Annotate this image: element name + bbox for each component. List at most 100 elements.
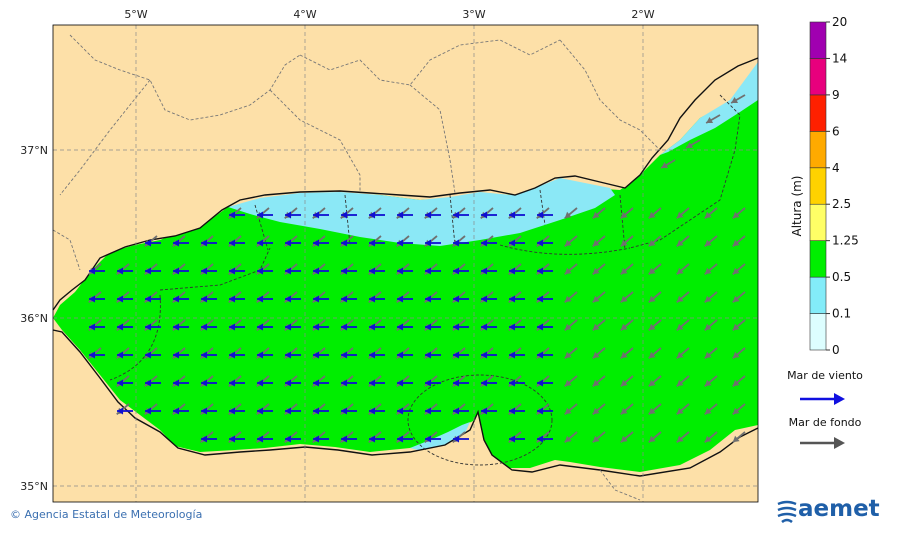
aemet-logo-text: aemet bbox=[798, 496, 880, 522]
colorbar-tick-label: 2.5 bbox=[832, 197, 851, 211]
wind-arrow bbox=[145, 407, 161, 415]
wind-arrow bbox=[285, 379, 301, 387]
wind-arrow bbox=[229, 267, 245, 275]
wind-arrow bbox=[537, 323, 553, 331]
swell-arrow bbox=[704, 319, 718, 331]
swell-arrow bbox=[592, 235, 606, 247]
wind-arrow bbox=[453, 267, 469, 275]
wind-arrow bbox=[509, 379, 525, 387]
wind-arrow bbox=[313, 351, 329, 359]
swell-arrow bbox=[732, 291, 746, 303]
colorbar-band bbox=[809, 94, 827, 132]
swell-arrow bbox=[704, 207, 718, 219]
swell-arrow bbox=[660, 159, 676, 169]
wind-arrow bbox=[509, 435, 525, 443]
wind-arrow bbox=[201, 407, 217, 415]
colorbar-band bbox=[809, 313, 827, 351]
wind-arrow bbox=[397, 351, 413, 359]
swell-arrow bbox=[732, 347, 746, 359]
wind-arrow bbox=[537, 379, 553, 387]
swell-arrow bbox=[648, 375, 662, 387]
aemet-logo-icon bbox=[777, 500, 797, 524]
wind-arrow bbox=[481, 239, 497, 247]
swell-arrow bbox=[564, 375, 578, 387]
swell-arrow bbox=[648, 347, 662, 359]
wind-arrow bbox=[341, 211, 357, 219]
sea-cyan-zone-south bbox=[410, 422, 470, 452]
swell-arrow bbox=[676, 319, 690, 331]
wind-sea-arrow-icon bbox=[800, 393, 845, 405]
wind-arrow bbox=[257, 407, 273, 415]
wind-arrow bbox=[341, 407, 357, 415]
wind-arrow bbox=[313, 267, 329, 275]
wind-arrow bbox=[453, 407, 469, 415]
wind-arrow bbox=[425, 351, 441, 359]
lon-label-3w: 3°W bbox=[462, 8, 485, 21]
wind-arrow bbox=[341, 267, 357, 275]
wind-arrow bbox=[257, 267, 273, 275]
wind-arrow bbox=[341, 351, 357, 359]
wind-arrow bbox=[369, 211, 385, 219]
wind-arrow bbox=[369, 379, 385, 387]
wind-arrow bbox=[201, 267, 217, 275]
swell-arrow bbox=[648, 291, 662, 303]
wind-arrow bbox=[313, 435, 329, 443]
swell-arrow bbox=[732, 375, 746, 387]
swell-arrow bbox=[620, 431, 634, 443]
swell-arrow bbox=[648, 263, 662, 275]
swell-arrow bbox=[704, 431, 718, 443]
wind-arrow bbox=[117, 407, 133, 415]
wind-arrow bbox=[117, 267, 133, 275]
wind-arrow bbox=[397, 211, 413, 219]
wind-arrow bbox=[313, 295, 329, 303]
wind-arrow bbox=[285, 239, 301, 247]
swell-arrow bbox=[592, 431, 606, 443]
colorbar-band bbox=[809, 203, 827, 241]
swell-arrow bbox=[732, 403, 746, 415]
wind-arrow bbox=[425, 435, 441, 443]
wind-arrow bbox=[173, 351, 189, 359]
wind-arrow bbox=[453, 323, 469, 331]
swell-arrow bbox=[592, 403, 606, 415]
swell-arrow bbox=[685, 139, 701, 149]
wind-arrow bbox=[397, 407, 413, 415]
swell-arrow bbox=[676, 291, 690, 303]
swell-arrow bbox=[676, 403, 690, 415]
swell-arrow bbox=[564, 263, 578, 275]
swell-arrow bbox=[732, 235, 746, 247]
wind-arrow bbox=[369, 435, 385, 443]
swell-arrow bbox=[592, 207, 606, 219]
credit-text: © Agencia Estatal de Meteorología bbox=[10, 508, 203, 521]
wind-arrow bbox=[509, 323, 525, 331]
swell-arrow bbox=[592, 319, 606, 331]
wind-arrow bbox=[453, 379, 469, 387]
swell-arrow bbox=[676, 207, 690, 219]
colorbar-band bbox=[809, 276, 827, 314]
colorbar-tick-label: 9 bbox=[832, 88, 840, 102]
swell-arrow bbox=[620, 319, 634, 331]
wind-arrow bbox=[537, 351, 553, 359]
wind-arrow bbox=[257, 211, 273, 219]
wind-arrow bbox=[481, 295, 497, 303]
colorbar-tick-label: 0.1 bbox=[832, 307, 851, 321]
colorbar-title: Altura (m) bbox=[790, 175, 804, 236]
wind-arrow bbox=[341, 323, 357, 331]
colorbar-tick-label: 14 bbox=[832, 51, 847, 65]
map-frame bbox=[52, 24, 759, 503]
wind-arrow bbox=[397, 239, 413, 247]
wind-arrow bbox=[537, 407, 553, 415]
wind-arrow bbox=[481, 323, 497, 331]
wind-arrow bbox=[313, 211, 329, 219]
wind-arrow bbox=[285, 267, 301, 275]
wind-arrow bbox=[285, 407, 301, 415]
wind-arrow bbox=[313, 407, 329, 415]
swell-arrow bbox=[676, 431, 690, 443]
wind-arrow bbox=[509, 351, 525, 359]
wind-arrow bbox=[285, 211, 301, 219]
wind-arrow bbox=[145, 323, 161, 331]
wind-arrow bbox=[537, 295, 553, 303]
swell-arrow bbox=[732, 319, 746, 331]
lon-label-2w: 2°W bbox=[631, 8, 654, 21]
wind-arrow bbox=[229, 435, 245, 443]
